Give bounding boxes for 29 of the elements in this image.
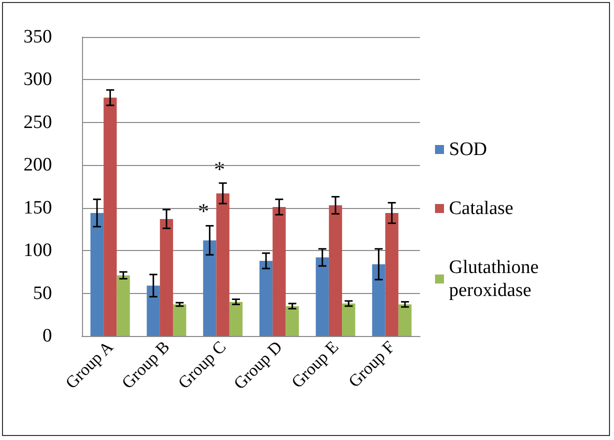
bar bbox=[229, 302, 243, 336]
legend-label: Catalase bbox=[449, 198, 514, 219]
legend-label: SOD bbox=[449, 139, 488, 160]
legend-label: Glutathione peroxidase bbox=[449, 257, 544, 301]
bar bbox=[316, 257, 329, 336]
y-tick-label: 300 bbox=[24, 69, 52, 90]
y-tick-label: 150 bbox=[24, 197, 52, 218]
bar bbox=[146, 286, 160, 336]
y-tick-label: 350 bbox=[24, 26, 52, 48]
bar bbox=[342, 304, 356, 336]
bar bbox=[116, 275, 130, 336]
bar bbox=[203, 240, 216, 336]
bar bbox=[173, 304, 186, 336]
y-tick-label: 0 bbox=[42, 326, 52, 346]
bar bbox=[90, 212, 104, 336]
bar bbox=[160, 218, 174, 336]
bar bbox=[398, 304, 412, 336]
bar bbox=[385, 212, 398, 336]
bar bbox=[259, 260, 273, 336]
bar bbox=[372, 264, 386, 336]
bar bbox=[286, 306, 299, 336]
y-tick-label: 50 bbox=[33, 282, 52, 304]
y-tick-label: 200 bbox=[24, 154, 52, 176]
bar bbox=[104, 98, 117, 336]
bar bbox=[272, 207, 286, 336]
bar bbox=[216, 193, 230, 336]
y-tick-label: 250 bbox=[24, 112, 52, 133]
y-tick-label: 100 bbox=[24, 240, 52, 262]
bar bbox=[328, 205, 342, 336]
